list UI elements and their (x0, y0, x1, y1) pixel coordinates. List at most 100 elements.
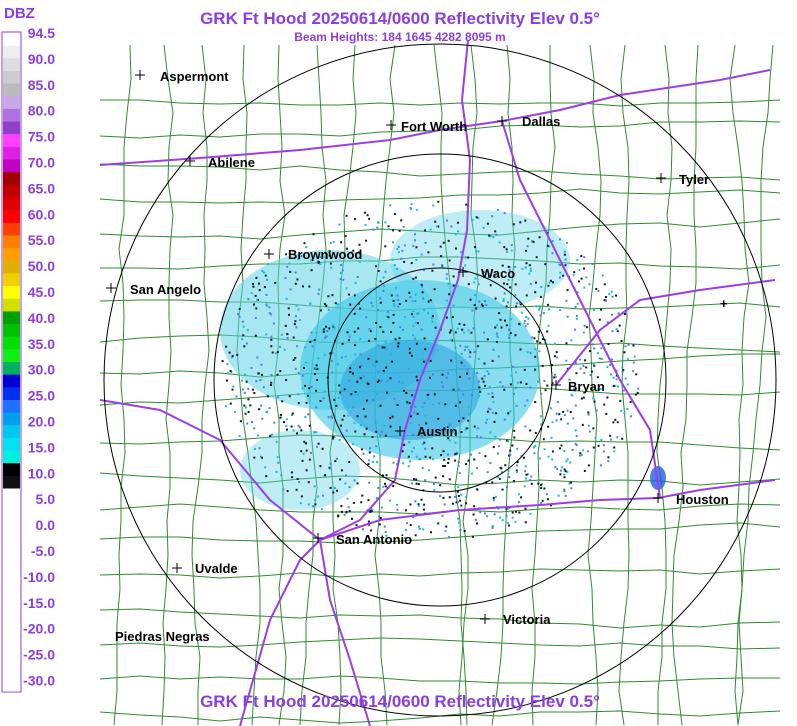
echo-speck (339, 278, 342, 281)
echo-speck (582, 364, 585, 367)
echo-speck (361, 494, 364, 497)
echo-speck (544, 389, 547, 392)
echo-speck (397, 342, 400, 345)
echo-speck (538, 457, 541, 460)
echo-speck (331, 437, 334, 440)
legend-label: -20.0 (23, 621, 55, 637)
echo-speck (357, 302, 360, 305)
echo-speck (504, 319, 506, 322)
echo-speck (445, 219, 448, 222)
echo-speck (315, 364, 318, 367)
echo-speck (417, 504, 420, 507)
colorbar-cell (3, 412, 20, 426)
echo-speck (610, 373, 613, 376)
echo-speck (512, 393, 515, 396)
echo-speck (441, 265, 444, 268)
echo-speck (390, 353, 393, 356)
echo-speck (434, 220, 437, 223)
legend-label: 5.0 (36, 491, 56, 507)
echo-speck (583, 256, 586, 259)
echo-speck (337, 515, 340, 518)
echo-speck (499, 438, 502, 441)
echo-speck (437, 200, 440, 203)
echo-speck (558, 263, 561, 266)
echo-speck (364, 415, 367, 418)
echo-speck (575, 435, 578, 438)
echo-speck (291, 412, 294, 415)
echo-speck (305, 449, 308, 452)
echo-speck (310, 340, 313, 343)
echo-speck (264, 466, 267, 469)
echo-speck (612, 421, 615, 424)
colorbar-cell (3, 400, 20, 414)
echo-speck (448, 478, 451, 481)
echo-speck (575, 314, 578, 317)
echo-speck (246, 422, 249, 425)
echo-speck (286, 428, 288, 431)
echo-speck (231, 356, 233, 359)
echo-speck (295, 488, 298, 491)
echo-speck (508, 454, 511, 457)
echo-speck (270, 338, 273, 341)
echo-speck (353, 422, 356, 425)
echo-speck (384, 270, 387, 273)
echo-speck (247, 298, 250, 301)
echo-speck (563, 473, 566, 476)
echo-speck (632, 344, 635, 347)
echo-speck (319, 400, 322, 402)
echo-speck (375, 445, 378, 448)
echo-speck (616, 330, 619, 333)
echo-area (390, 210, 570, 310)
echo-speck (562, 274, 565, 277)
echo-speck (379, 301, 382, 304)
echo-speck (537, 482, 540, 485)
colorbar-cell (3, 627, 20, 641)
echo-speck (587, 413, 590, 416)
echo-speck (369, 330, 372, 333)
echo-speck (305, 442, 307, 445)
echo-speck (380, 506, 383, 509)
echo-speck (375, 430, 378, 433)
echo-speck (525, 383, 528, 385)
echo-speck (529, 269, 532, 272)
echo-speck (457, 501, 459, 504)
echo-speck (442, 241, 445, 244)
echo-speck (555, 376, 557, 379)
echo-speck (540, 487, 543, 490)
echo-speck (507, 469, 510, 472)
echo-speck (331, 351, 334, 354)
echo-speck (239, 420, 242, 423)
echo-speck (374, 421, 377, 424)
echo-speck (281, 400, 284, 403)
echo-speck (527, 237, 530, 240)
echo-speck (605, 412, 608, 415)
echo-speck (637, 387, 640, 390)
echo-speck (305, 361, 308, 364)
echo-speck (363, 211, 366, 214)
echo-speck (415, 375, 418, 378)
echo-speck (342, 278, 345, 281)
echo-speck (565, 359, 568, 362)
echo-speck (463, 331, 465, 334)
highway (239, 39, 472, 726)
echo-speck (455, 452, 458, 455)
echo-speck (421, 285, 424, 288)
echo-speck (494, 230, 497, 233)
echo-speck (261, 270, 264, 272)
echo-speck (593, 364, 596, 367)
echo-speck (474, 277, 477, 280)
echo-speck (529, 267, 532, 270)
footer-title: GRK Ft Hood 20250614/0600 Reflectivity E… (200, 692, 600, 711)
echo-speck (573, 271, 576, 274)
echo-speck (387, 311, 389, 313)
echo-speck (393, 264, 396, 266)
echo-speck (582, 396, 585, 399)
echo-speck (445, 316, 448, 319)
echo-speck (353, 294, 356, 297)
echo-speck (471, 535, 474, 538)
echo-speck (600, 347, 603, 350)
echo-speck (287, 307, 290, 310)
echo-speck (504, 464, 507, 467)
city-label: Brownwood (288, 247, 362, 262)
echo-speck (592, 362, 595, 365)
